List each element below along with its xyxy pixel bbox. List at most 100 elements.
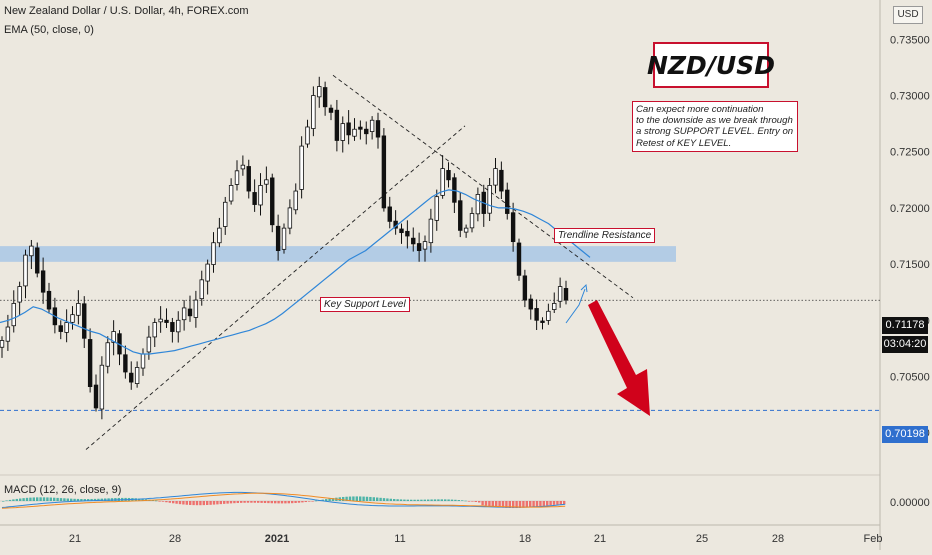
note-line: to the downside as we break through	[636, 115, 793, 127]
current-price-tag: 0.71178	[882, 317, 928, 334]
reference-lines	[0, 74, 880, 450]
macd-histogram-bar	[250, 501, 253, 503]
macd-histogram-bar	[348, 496, 352, 501]
macd-histogram-bar	[423, 499, 426, 501]
macd-histogram-bar	[216, 501, 219, 505]
candle-down	[358, 126, 363, 130]
candle-up	[287, 207, 293, 229]
falling-trendline	[332, 74, 634, 299]
symbol-title: New Zealand Dollar / U.S. Dollar, 4h, FO…	[4, 5, 249, 17]
candle-up	[369, 119, 375, 132]
macd-histogram-bar	[297, 501, 301, 503]
macd-histogram-bar	[342, 496, 345, 501]
macd-histogram-bar	[161, 501, 165, 502]
macd-histogram-bar	[202, 501, 205, 506]
candle-up	[305, 126, 310, 145]
candle-up	[299, 145, 304, 190]
macd-histogram-bar	[5, 500, 8, 502]
macd-histogram-bar	[382, 498, 386, 501]
grid	[0, 0, 881, 550]
macd-histogram-bar	[501, 501, 505, 508]
macd-histogram-bar	[195, 501, 199, 506]
macd-histogram-bar	[49, 497, 52, 501]
macd-histogram-bar	[386, 498, 389, 501]
macd-histogram-bar	[369, 496, 372, 501]
macd-histogram-bar	[287, 501, 290, 504]
macd-histogram-bar	[2, 501, 5, 502]
candle-up	[546, 310, 551, 321]
macd-histogram-bar	[243, 501, 246, 503]
candle-down	[275, 225, 281, 252]
candle-down	[46, 290, 52, 310]
macd-histogram-bar	[552, 501, 556, 505]
note-line: Retest of KEY LEVEL.	[636, 137, 732, 149]
forecast-arrows	[565, 283, 650, 416]
candle-up	[428, 218, 434, 244]
candle-down	[187, 308, 193, 317]
candle-up	[158, 318, 163, 323]
macd-histogram-bar	[267, 501, 270, 504]
candle-up	[340, 123, 345, 141]
macd-histogram-bar	[515, 501, 518, 509]
candle-down	[364, 128, 369, 135]
macd-histogram-bar	[59, 498, 63, 501]
macd-histogram-bar	[556, 501, 559, 505]
macd-histogram-bar	[542, 501, 545, 506]
candle-up	[487, 185, 492, 214]
macd-histogram-bar	[223, 501, 226, 504]
currency-button[interactable]: USD	[893, 6, 923, 24]
y-tick-label: 0.71500	[890, 259, 930, 271]
macd-histogram-bar	[172, 501, 175, 504]
rising-trendline	[85, 125, 466, 450]
candle-up	[493, 168, 498, 186]
candle-up	[422, 241, 428, 250]
macd-histogram-bar	[93, 498, 97, 501]
macd-histogram-bar	[549, 501, 552, 506]
macd-histogram-bar	[345, 496, 348, 501]
macd-histogram-bar	[308, 501, 311, 502]
macd-histogram-bar	[229, 501, 233, 504]
macd-histogram-bar	[80, 498, 83, 501]
candle-down	[446, 170, 451, 181]
signal-line	[1, 492, 566, 509]
macd-histogram-bar	[321, 499, 324, 501]
support-zone	[0, 246, 676, 262]
candle-up	[5, 326, 11, 342]
macd-histogram-bar	[389, 498, 392, 501]
candle-up	[557, 286, 563, 302]
y-tick-label: 0.72500	[890, 147, 930, 159]
macd-histogram-bar	[274, 501, 277, 504]
macd-histogram-bar	[396, 499, 399, 501]
candle-down	[40, 270, 46, 293]
candle-down	[322, 87, 328, 108]
macd-histogram-bar	[12, 499, 15, 501]
macd-histogram-bar	[206, 501, 209, 505]
target-price-tag: 0.70198	[882, 426, 928, 443]
macd-histogram-bar	[270, 501, 273, 504]
macd-histogram-bar	[19, 498, 22, 501]
macd-y-tick-label: 0.00000	[890, 497, 930, 509]
macd-histogram-bar	[406, 499, 409, 501]
macd-histogram-bar	[498, 501, 501, 508]
macd-histogram-bar	[22, 498, 25, 501]
macd-histogram-bar	[535, 501, 539, 507]
ema-label: EMA (50, close, 0)	[4, 24, 94, 36]
candle-up	[234, 170, 240, 185]
candle-down	[82, 303, 87, 339]
candle-up	[293, 190, 298, 211]
candle-up	[434, 196, 439, 221]
candle-up	[228, 185, 234, 202]
macd-histogram-bar	[199, 501, 202, 506]
candle-up	[311, 95, 316, 129]
macd-histogram-bar	[257, 501, 260, 503]
macd-histogram-bar	[314, 500, 318, 502]
macd-histogram-bar	[240, 501, 243, 503]
macd-histogram-bar	[97, 498, 100, 501]
candle-down	[58, 325, 63, 332]
macd-histogram-bar	[253, 501, 256, 503]
candle-down	[499, 169, 504, 192]
candle-down	[458, 200, 463, 231]
macd-histogram-bar	[141, 498, 144, 501]
macd-histogram-bar	[15, 498, 18, 501]
